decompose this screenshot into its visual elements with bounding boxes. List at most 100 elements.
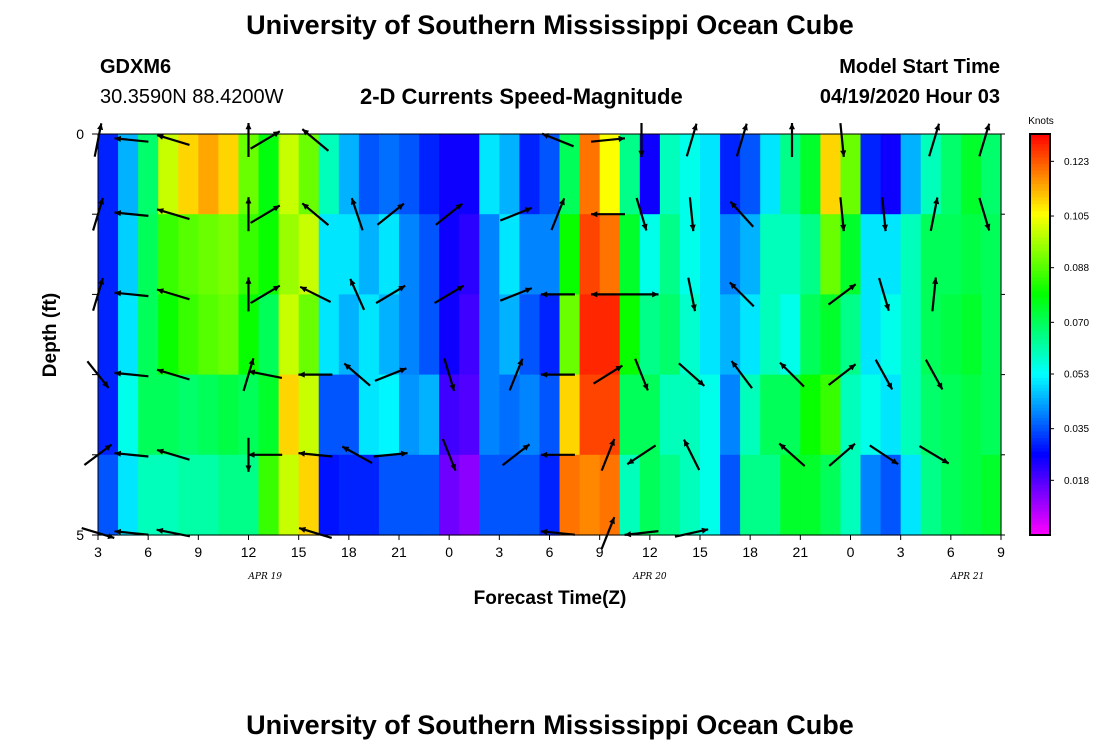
- current-vector: [928, 123, 941, 157]
- heatmap-cell: [619, 214, 641, 295]
- heatmap-cell: [519, 134, 541, 215]
- heatmap-cell: [318, 214, 340, 295]
- heatmap-cell: [559, 294, 581, 376]
- heatmap-cell: [479, 134, 500, 215]
- colorbar-swatch: [1030, 428, 1050, 433]
- heatmap-cell: [760, 214, 781, 295]
- heatmap-cell: [238, 134, 260, 215]
- colorbar-tick-label: 0.105: [1064, 212, 1089, 223]
- colorbar-swatch: [1030, 341, 1050, 346]
- heatmap-cell: [539, 454, 561, 536]
- colorbar-swatch: [1030, 254, 1050, 259]
- heatmap-cell: [840, 294, 862, 376]
- heatmap-cell: [700, 374, 721, 456]
- colorbar-swatch: [1030, 197, 1050, 202]
- colorbar-swatch: [1030, 334, 1050, 339]
- heatmap-cell: [198, 214, 219, 295]
- heatmap-cell: [519, 454, 541, 536]
- colorbar-swatch: [1030, 140, 1050, 145]
- station-coords: 30.3590N 88.4200W: [100, 86, 284, 108]
- colorbar-swatch: [1030, 451, 1050, 456]
- heatmap-cell: [178, 294, 199, 376]
- colorbar-swatch: [1030, 401, 1050, 406]
- x-tick-label: 15: [692, 544, 708, 560]
- colorbar-swatch: [1030, 157, 1050, 162]
- heatmap-cell: [960, 374, 982, 456]
- heatmap-cell: [559, 134, 581, 215]
- heatmap-cell: [378, 134, 400, 215]
- heatmap-cell: [579, 454, 601, 536]
- heatmap-cell: [479, 374, 500, 456]
- current-vector: [242, 357, 255, 392]
- current-vector: [499, 287, 533, 302]
- colorbar-swatch: [1030, 414, 1050, 419]
- colorbar-swatch: [1030, 377, 1050, 382]
- heatmap-cell: [659, 454, 681, 536]
- heatmap-cell: [920, 294, 942, 376]
- colorbar-swatch: [1030, 371, 1050, 376]
- heatmap-cell: [479, 214, 500, 295]
- current-vector: [114, 210, 149, 217]
- current-vector: [248, 451, 283, 458]
- heatmap-cell: [499, 134, 520, 215]
- heatmap-cell: [378, 374, 400, 456]
- x-tick-label: 3: [94, 544, 102, 560]
- heatmap-cell: [740, 214, 761, 295]
- page-title: University of Southern Mississippi Ocean…: [246, 10, 854, 40]
- heatmap-cell: [459, 454, 480, 536]
- colorbar-swatch: [1030, 481, 1050, 486]
- heatmap-cell: [579, 214, 601, 295]
- colorbar-swatch: [1030, 204, 1050, 209]
- colorbar-swatch: [1030, 418, 1050, 422]
- heatmap-cell: [278, 134, 300, 215]
- heatmap-cell: [419, 374, 440, 456]
- heatmap-cell: [218, 454, 240, 536]
- heatmap-cell: [720, 214, 741, 295]
- colorbar-swatch: [1030, 351, 1050, 356]
- heatmap-cell: [499, 294, 520, 376]
- current-vector: [978, 197, 991, 231]
- colorbar-swatch: [1030, 471, 1050, 476]
- heatmap-cell: [659, 294, 681, 376]
- x-tick-label: 6: [546, 544, 554, 560]
- colorbar-frame: [1029, 133, 1051, 536]
- heatmap-cell: [860, 294, 882, 376]
- heatmap-cell: [138, 454, 159, 536]
- heatmap-cell: [499, 374, 520, 456]
- colorbar-swatch: [1030, 177, 1050, 182]
- current-vector: [688, 197, 696, 232]
- current-vector: [929, 197, 940, 232]
- heatmap-cell: [760, 134, 781, 215]
- x-tick-label: 9: [997, 544, 1005, 560]
- heatmap-cell: [800, 134, 821, 215]
- current-vector: [685, 123, 698, 157]
- colorbar-swatch: [1030, 411, 1050, 416]
- model-start-label: Model Start Time: [839, 56, 1000, 78]
- colorbar-swatch: [1030, 504, 1050, 509]
- heatmap-cell: [358, 294, 380, 376]
- colorbar-swatch: [1030, 230, 1050, 235]
- heatmap-cell: [760, 294, 781, 376]
- colorbar-swatch: [1030, 284, 1050, 289]
- current-vector: [541, 132, 575, 148]
- footer-title: University of Southern Mississippi Ocean…: [246, 710, 854, 740]
- current-vector: [593, 364, 623, 385]
- heatmap-cell: [800, 374, 821, 456]
- heatmap-cell: [880, 454, 902, 536]
- heatmap-cell: [238, 294, 260, 376]
- current-vector: [114, 370, 149, 378]
- heatmap-cell: [960, 454, 982, 536]
- heatmap-cell: [920, 454, 942, 536]
- current-vector: [156, 368, 190, 381]
- colorbar-swatch: [1030, 137, 1050, 142]
- heatmap-cell: [318, 454, 340, 536]
- current-vector: [540, 451, 575, 458]
- colorbar-swatch: [1030, 484, 1050, 489]
- heatmap-cell: [378, 214, 400, 295]
- heatmap-cell: [318, 134, 340, 215]
- heatmap-cell: [940, 294, 962, 376]
- heatmap-cell: [399, 294, 420, 376]
- current-vector: [376, 202, 405, 226]
- heatmap-cell: [679, 454, 701, 536]
- heatmap-cell: [338, 374, 360, 456]
